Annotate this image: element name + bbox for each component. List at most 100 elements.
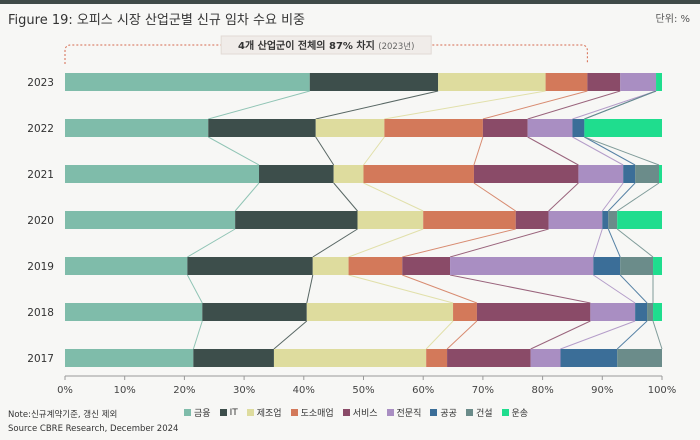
connector-line [234,182,260,212]
connector-line [616,228,654,258]
legend-item: IT [219,406,238,419]
bar-segment-2022-IT [208,119,316,137]
x-tick-label: 100% [648,385,677,396]
bar-segment-2017-전문직 [530,349,561,367]
bar-segment-2022-제조업 [315,119,385,137]
connector-line [473,182,516,212]
connector-line [530,320,591,350]
connector-line [333,182,358,212]
connector-line [186,274,203,304]
connector-line [348,274,454,304]
x-tick-label: 20% [173,385,195,396]
connector-line [402,228,516,258]
connector-line [208,136,260,166]
legend-item: 운송 [501,406,529,419]
connector-line [208,90,310,120]
connector-line [425,320,454,350]
legend-item: 서비스 [342,406,378,419]
legend-label: IT [229,407,238,418]
connector-line [584,90,657,120]
x-tick-label: 90% [591,385,613,396]
category-label: 2020 [27,215,54,227]
bar-segment-2020-도소매업 [423,211,516,229]
connector-line [348,228,424,258]
bar-segment-2019-건설 [620,257,654,275]
connector-line [548,182,579,212]
connector-line [593,274,636,304]
connector-line [449,228,549,258]
connector-line [312,228,358,258]
connector-line [584,136,636,166]
unit-label: 단위: % [655,14,690,25]
bar-segment-2023-서비스 [587,73,621,91]
category-label: 2023 [27,77,54,89]
x-tick-label: 30% [233,385,255,396]
connector-line [584,136,660,166]
bar-segment-2017-IT [193,349,274,367]
bar-segment-2018-금융 [65,303,203,321]
bar-segment-2021-운송 [659,165,662,183]
bar-segment-2017-제조업 [273,349,427,367]
bar-segment-2023-제조업 [438,73,546,91]
figure-title: Figure 19: 오피스 시장 산업군별 신규 임차 수요 비중 [8,13,305,28]
bar-segment-2020-금융 [65,211,236,229]
legend-label: 도소매업 [300,409,334,419]
bar-segment-2018-IT [202,303,307,321]
connector-line [601,182,624,212]
legend-label: 운송 [511,409,529,419]
connector-line [450,274,591,304]
connector-line [607,228,621,258]
bar-segment-2018-공공 [635,303,648,321]
connector-line [273,320,308,350]
legend-label: 공공 [440,409,457,419]
legend-label: 제조업 [256,409,282,419]
bar-segment-2020-공공 [602,211,609,229]
top-accent-bar [0,0,700,4]
bar-segment-2017-서비스 [447,349,531,367]
bar-segment-2022-서비스 [482,119,528,137]
bar-segment-2020-운송 [617,211,662,229]
bar-segment-2017-공공 [560,349,618,367]
bar-segment-2018-서비스 [476,303,591,321]
category-label: 2021 [27,169,54,181]
legend-swatch [386,409,394,416]
bar-segment-2023-운송 [656,73,662,91]
bar-segment-2021-제조업 [333,165,364,183]
bar-segment-2018-도소매업 [453,303,477,321]
legend-swatch [246,409,254,416]
connector-line [527,90,621,120]
legend-item: 제조업 [246,406,282,419]
legend-item: 건설 [465,406,493,419]
category-label: 2018 [27,307,54,319]
x-tick-label: 50% [352,385,374,396]
legend-label: 건설 [475,409,493,419]
bar-segment-2018-건설 [647,303,654,321]
bar-segment-2020-서비스 [515,211,549,229]
footer-note: Note:신규계약기준, 갱신 제외 [8,410,118,420]
connector-line [560,320,636,350]
bar-segment-2022-운송 [584,119,662,137]
bar-segment-2021-금융 [65,165,260,183]
bar-segment-2023-금융 [65,73,310,91]
annotation-main: 4개 산업군이 전체의 87% 차지 [238,39,378,52]
bar-segment-2021-공공 [623,165,636,183]
x-tick-label: 40% [293,385,315,396]
x-tick-label: 10% [114,385,136,396]
legend-item: 공공 [430,406,457,419]
legend-swatch [465,409,473,416]
connector-line [572,90,657,120]
connector-line [363,182,424,212]
connector-line [306,274,314,304]
connector-line [619,274,648,304]
legend-label: 서비스 [352,409,378,419]
bar-segment-2020-건설 [608,211,618,229]
legend-item: 금융 [184,406,211,419]
bar-segment-2018-전문직 [590,303,636,321]
bar-segment-2019-전문직 [450,257,594,275]
legend-label: 전문직 [396,409,422,419]
connector-line [192,320,203,350]
annotation-text: 4개 산업군이 전체의 87% 차지 (2023년) [238,39,414,52]
bar-segment-2021-서비스 [473,165,579,183]
connector-line [572,136,624,166]
